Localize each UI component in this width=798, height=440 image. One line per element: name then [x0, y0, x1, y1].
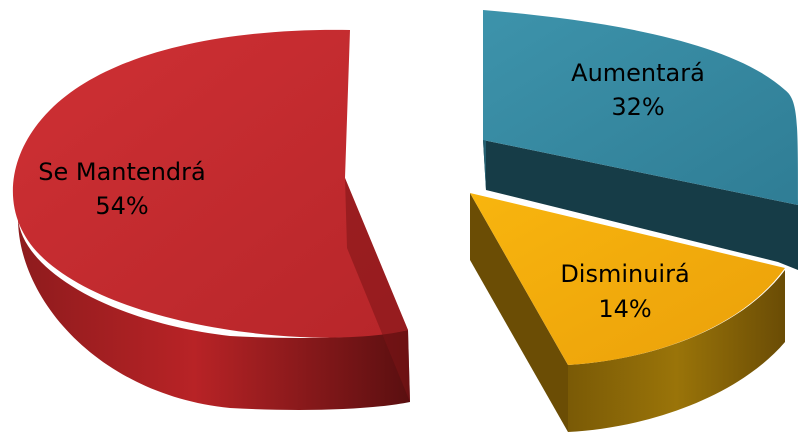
label-aumentara-value: 32%	[611, 93, 664, 121]
slice-disminuira-inner	[470, 193, 568, 432]
label-disminuira-name: Disminuirá	[560, 260, 689, 288]
label-aumentara-name: Aumentará	[571, 59, 705, 87]
slice-se-mantendra-cut	[345, 178, 410, 402]
slice-disminuira-top	[470, 193, 785, 365]
slice-se-mantendra-top	[12, 29, 409, 338]
slice-disminuira-side	[568, 270, 785, 432]
label-disminuira-value: 14%	[598, 295, 651, 323]
label-se-mantendra-name: Se Mantendrá	[38, 158, 205, 186]
slice-se-mantendra-side	[18, 218, 410, 410]
slice-se-mantendra	[12, 29, 410, 410]
slice-aumentara	[483, 10, 798, 270]
label-se-mantendra-value: 54%	[95, 192, 148, 220]
slice-aumentara-side	[483, 140, 798, 270]
slice-aumentara-top	[483, 10, 798, 205]
slice-disminuira	[470, 193, 785, 432]
